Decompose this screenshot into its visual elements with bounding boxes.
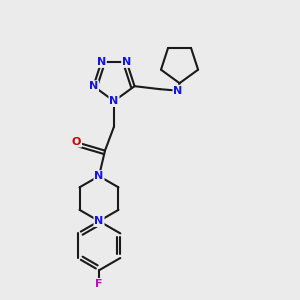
Text: N: N <box>94 216 103 226</box>
Text: N: N <box>94 171 103 181</box>
Text: N: N <box>173 86 183 96</box>
Text: N: N <box>110 96 118 106</box>
Text: O: O <box>72 136 81 147</box>
Text: F: F <box>95 279 103 289</box>
Text: N: N <box>97 57 106 67</box>
Text: N: N <box>89 81 98 91</box>
Text: N: N <box>122 57 131 67</box>
